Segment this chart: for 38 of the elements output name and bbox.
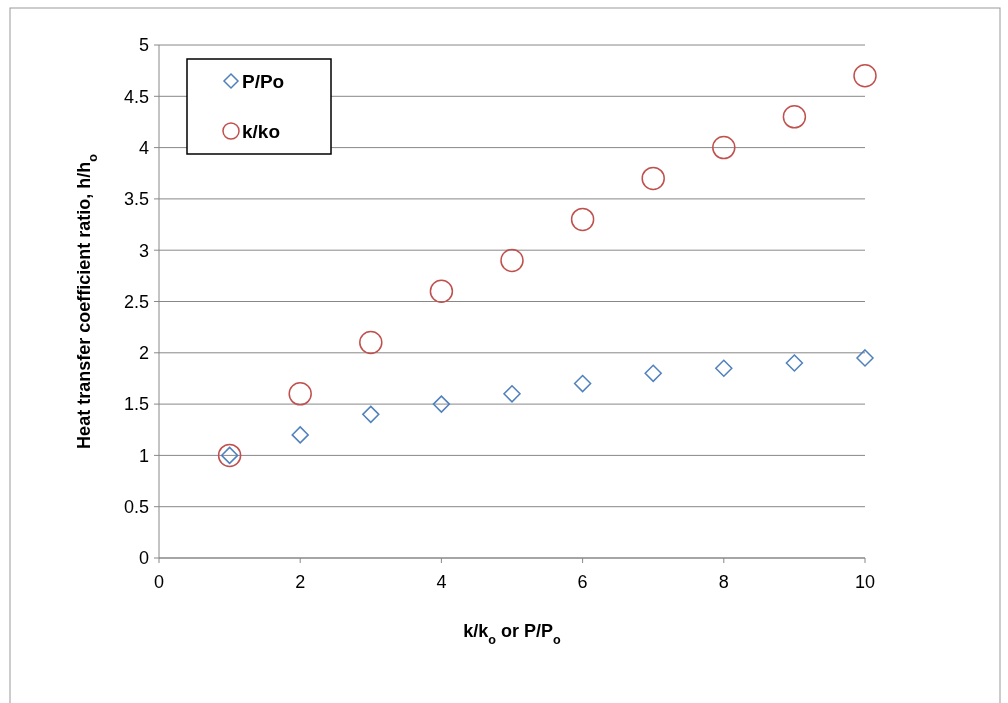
y-tick-label: 2 bbox=[138, 343, 149, 364]
point bbox=[712, 135, 736, 160]
legend-label: P/Po bbox=[242, 70, 285, 92]
point bbox=[500, 248, 524, 273]
y-tick-label: 3 bbox=[138, 240, 149, 261]
x-tick-label: 8 bbox=[718, 572, 729, 592]
point bbox=[782, 105, 807, 129]
point bbox=[362, 405, 380, 424]
y-tick-label: 1 bbox=[138, 445, 149, 466]
point bbox=[785, 354, 804, 372]
y-tick-label: 4.5 bbox=[123, 86, 149, 107]
point bbox=[573, 374, 592, 393]
point bbox=[570, 207, 595, 232]
point bbox=[856, 349, 874, 367]
point bbox=[644, 364, 662, 383]
y-tick-label: 4 bbox=[138, 137, 149, 158]
y-tick-label: 0 bbox=[138, 548, 149, 569]
legend-label: k/ko bbox=[242, 120, 281, 142]
y-tick-label: 0.5 bbox=[123, 497, 149, 517]
point bbox=[288, 382, 312, 406]
point bbox=[429, 279, 454, 303]
x-tick-label: 0 bbox=[153, 572, 165, 592]
point bbox=[641, 166, 665, 191]
x-tick-label: 4 bbox=[436, 572, 447, 592]
x-axis-title: k/k$_{o}$ or P/P$_{o}$ bbox=[463, 621, 562, 647]
y-tick-label: 1.5 bbox=[123, 394, 149, 415]
point bbox=[853, 64, 877, 88]
point bbox=[503, 385, 521, 403]
x-tick-label: 6 bbox=[577, 572, 588, 592]
y-tick-label: 5 bbox=[138, 35, 149, 56]
point bbox=[359, 330, 383, 355]
point bbox=[291, 426, 309, 444]
x-tick-label: 2 bbox=[295, 572, 306, 592]
y-tick-label: 3.5 bbox=[123, 189, 149, 210]
y-tick-label: 2.5 bbox=[123, 291, 149, 312]
point bbox=[715, 359, 733, 377]
x-tick-label: 10 bbox=[854, 572, 876, 592]
point bbox=[432, 395, 451, 413]
